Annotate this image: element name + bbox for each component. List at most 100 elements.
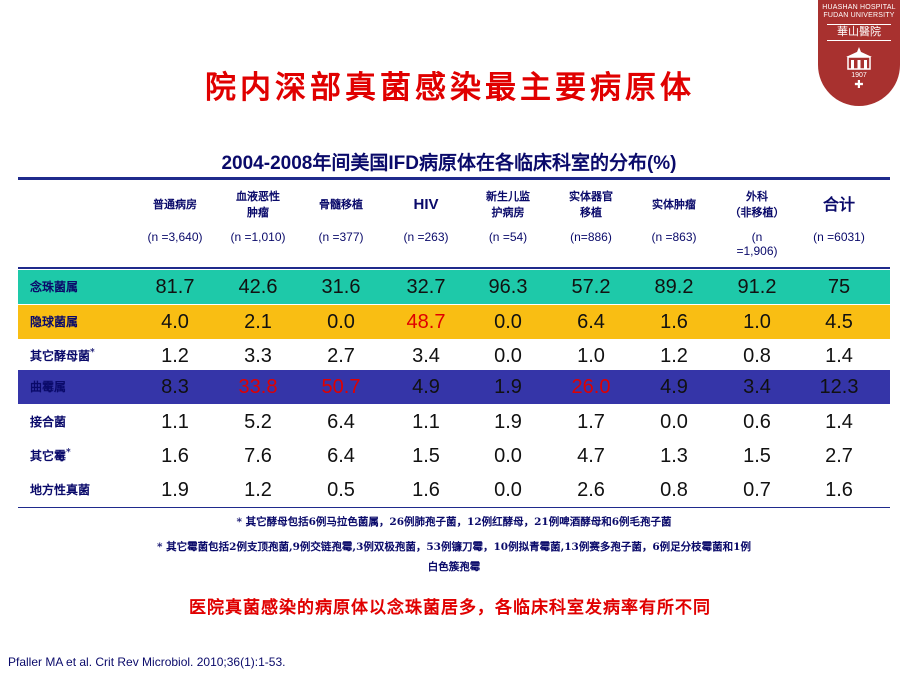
table-cell: 4.5 (825, 311, 853, 333)
table-cell: 4.9 (412, 376, 440, 398)
table-cell: 1.3 (660, 445, 688, 467)
row-label: 隐球菌属 (30, 305, 78, 339)
column-name: 新生儿监 护病房 (486, 190, 530, 219)
table-cell: 75 (827, 276, 851, 298)
row-label: 地方性真菌 (30, 473, 90, 507)
table-top-rule (18, 177, 890, 180)
column-name: 实体器官 移植 (569, 190, 613, 219)
table-cell: 6.4 (327, 411, 355, 433)
column-header: HIV (n =263) (384, 182, 468, 266)
table-title: 2004-2008年间美国IFD病原体在各临床科室的分布(%) (221, 153, 677, 174)
footnote-yeast: * 其它酵母包括6例马拉色菌属，26例肺孢子菌，12例红酵母，21例啤酒酵母和6… (236, 516, 672, 528)
column-sample-size: (n =3,640) (147, 230, 203, 244)
table-cell: 0.8 (660, 479, 688, 501)
building-icon (846, 47, 872, 70)
logo-name: 華山醫院 (827, 24, 891, 41)
column-sample-size: (n =54) (488, 230, 528, 244)
table-cell: 0.0 (327, 311, 355, 333)
table-cell: 0.5 (327, 479, 355, 501)
table-cell: 31.6 (321, 276, 361, 298)
table-cell: 1.9 (494, 376, 522, 398)
table-cell: 1.6 (660, 311, 688, 333)
column-name: 实体肿瘤 (652, 198, 696, 211)
table-cell: 12.3 (819, 376, 859, 398)
table-cell: 1.4 (825, 345, 853, 367)
table-cell: 3.4 (743, 376, 771, 398)
table-cell: 1.6 (412, 479, 440, 501)
logo-year: 1907 (851, 72, 867, 79)
table-cell: 6.4 (577, 311, 605, 333)
table-cell: 33.8 (238, 376, 278, 398)
table-cell: 1.2 (660, 345, 688, 367)
row-label-text: 其它霉 (30, 449, 67, 463)
column-sample-size: (n =1,010) (230, 230, 286, 244)
table-row: 其它霉* 1.6 7.6 6.4 1.5 0.0 4.7 1.3 1.5 2.7 (18, 439, 890, 473)
table-cell: 1.4 (825, 411, 853, 433)
row-label: 其它霉* (30, 439, 71, 473)
table-cell: 57.2 (571, 276, 611, 298)
column-sample-size: (n =6031) (813, 230, 865, 244)
column-name: 外科 （非移植） (729, 190, 785, 219)
slide-title: 院内深部真菌感染最主要病原体 (205, 70, 695, 106)
row-label-text: 接合菌 (30, 415, 67, 429)
row-label: 其它酵母菌* (30, 339, 95, 373)
table-cell: 2.7 (327, 345, 355, 367)
row-label: 曲霉属 (30, 370, 66, 404)
footnote-marker: * (90, 348, 95, 358)
table-cell: 2.7 (825, 445, 853, 467)
column-sample-size: (n =377) (318, 230, 364, 244)
table-cell: 8.3 (161, 376, 189, 398)
table-cell: 6.4 (327, 445, 355, 467)
column-name: HIV (413, 196, 439, 213)
column-sample-size: (n =263) (403, 230, 449, 244)
table-cell: 1.1 (161, 411, 189, 433)
table-cell: 0.0 (660, 411, 688, 433)
conclusion-text: 医院真菌感染的病原体以念珠菌居多，各临床科室发病率有所不同 (189, 598, 711, 618)
footnote-marker: * (66, 448, 71, 458)
footnote-mold: * 其它霉菌包括2例支顶孢菌,9例交链孢霉,3例双极孢菌，53例镰刀霉，10例拟… (157, 541, 751, 553)
table-cell: 1.0 (577, 345, 605, 367)
table-cell: 2.1 (244, 311, 272, 333)
cross-icon: ✚ (854, 79, 864, 91)
table-cell: 5.2 (244, 411, 272, 433)
row-label-text: 念珠菌属 (30, 280, 79, 294)
table-cell: 0.0 (494, 445, 522, 467)
column-header: 实体肿瘤 (n =863) (632, 182, 716, 266)
table-cell: 1.0 (743, 311, 771, 333)
table-header-rule (18, 267, 890, 269)
table-row: 地方性真菌 1.9 1.2 0.5 1.6 0.0 2.6 0.8 0.7 1.6 (18, 473, 890, 507)
table-cell: 1.7 (577, 411, 605, 433)
table-cell: 96.3 (488, 276, 528, 298)
table-cell: 89.2 (654, 276, 694, 298)
table-cell: 32.7 (406, 276, 446, 298)
table-cell: 0.6 (743, 411, 771, 433)
row-label-text: 曲霉属 (30, 380, 67, 394)
column-name: 血液恶性 肿瘤 (236, 190, 280, 219)
table-cell: 3.3 (244, 345, 272, 367)
column-name: 普通病房 (153, 198, 197, 211)
table-cell: 50.7 (321, 376, 361, 398)
table-cell: 7.6 (244, 445, 272, 467)
row-label: 接合菌 (30, 405, 66, 439)
column-header: 合计 (n =6031) (797, 182, 881, 266)
table-cell: 1.1 (412, 411, 440, 433)
table-row: 其它酵母菌* 1.2 3.3 2.7 3.4 0.0 1.0 1.2 0.8 1.4 (18, 339, 890, 373)
table-cell: 1.6 (825, 479, 853, 501)
table-cell: 2.6 (577, 479, 605, 501)
column-sample-size: (n =1,906) (736, 230, 778, 258)
table-cell: 81.7 (155, 276, 195, 298)
column-header: 骨髓移植 (n =377) (299, 182, 383, 266)
column-name: 合计 (822, 195, 855, 214)
footnote-mold-continued: 白色簇孢霉 (427, 561, 481, 573)
logo-line-2: FUDAN UNIVERSITY (823, 12, 895, 19)
table-cell: 1.6 (161, 445, 189, 467)
column-name: 骨髓移植 (319, 198, 363, 211)
table-cell: 0.0 (494, 311, 522, 333)
table-cell: 1.9 (494, 411, 522, 433)
table-cell: 42.6 (238, 276, 278, 298)
table-row: 念珠菌属 81.7 42.6 31.6 32.7 96.3 57.2 89.2 91.2 75 (18, 270, 890, 304)
table-cell: 4.9 (660, 376, 688, 398)
row-label-text: 地方性真菌 (30, 483, 91, 497)
row-label: 念珠菌属 (30, 270, 78, 304)
row-label-text: 隐球菌属 (30, 315, 79, 329)
